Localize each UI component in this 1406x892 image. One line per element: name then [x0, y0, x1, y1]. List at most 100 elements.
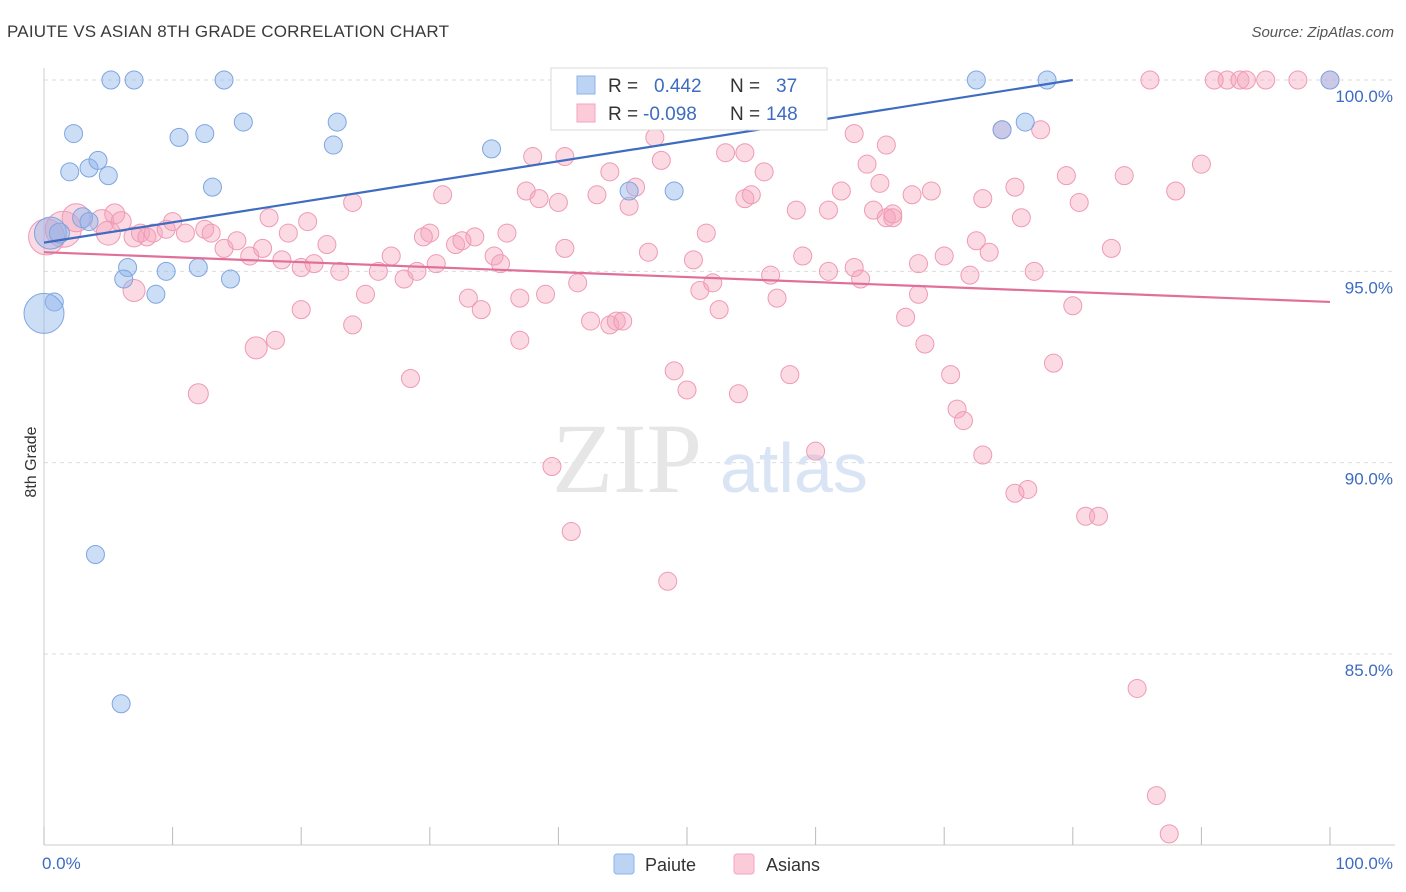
- data-point-asians: [484, 246, 504, 266]
- data-point-asians: [1089, 506, 1109, 526]
- data-point-asians: [908, 284, 928, 304]
- data-point-asians: [555, 147, 575, 167]
- data-point-asians: [1191, 154, 1211, 174]
- y-tick-label: 90.0%: [1345, 470, 1393, 489]
- data-point-asians: [767, 288, 787, 308]
- data-point-paiute: [1015, 112, 1035, 132]
- data-point-asians: [201, 223, 221, 243]
- data-point-asians: [728, 384, 748, 404]
- legend-n-value-asians: 148: [766, 104, 798, 125]
- trend-line-asians: [43, 251, 1331, 304]
- data-point-paiute: [482, 139, 502, 159]
- data-point-asians: [844, 258, 864, 278]
- data-point-asians: [259, 208, 279, 228]
- data-point-asians: [683, 250, 703, 270]
- data-point-asians: [381, 246, 401, 266]
- data-point-paiute: [98, 166, 118, 186]
- legend-r-value-asians: -0.098: [643, 104, 697, 125]
- bottom-legend-swatch-asians: [733, 853, 755, 875]
- watermark-atlas: atlas: [720, 429, 868, 507]
- data-point-paiute: [44, 292, 64, 312]
- bottom-legend-label-paiute: Paiute: [645, 855, 696, 875]
- data-point-asians: [966, 231, 986, 251]
- data-point-asians: [741, 185, 761, 205]
- data-point-asians: [291, 300, 311, 320]
- data-point-paiute: [64, 124, 84, 144]
- legend-n-label-paiute: N =: [730, 76, 760, 97]
- data-point-asians: [561, 522, 581, 542]
- data-point-asians: [278, 223, 298, 243]
- data-point-paiute: [992, 120, 1012, 140]
- data-point-asians: [433, 185, 453, 205]
- data-point-asians: [298, 212, 318, 232]
- data-point-asians: [870, 173, 890, 193]
- data-point-asians: [407, 261, 427, 281]
- data-point-asians: [227, 231, 247, 251]
- source-label: Source: ZipAtlas.com: [1251, 24, 1394, 41]
- bottom-legend-label-asians: Asians: [766, 855, 820, 875]
- data-point-paiute: [188, 258, 208, 278]
- data-point-asians: [581, 311, 601, 331]
- data-point-asians: [1044, 353, 1064, 373]
- data-point-asians: [619, 196, 639, 216]
- data-point-paiute: [195, 124, 215, 144]
- data-point-asians: [1166, 181, 1186, 201]
- data-point-asians: [458, 288, 478, 308]
- data-point-paiute: [60, 162, 80, 182]
- data-point-asians: [143, 223, 163, 243]
- data-point-asians: [1256, 70, 1276, 90]
- data-point-asians: [908, 254, 928, 274]
- y-tick-labels: 85.0% 90.0% 95.0% 100.0%: [1335, 87, 1393, 680]
- x-tick-label-end: 100.0%: [1335, 854, 1393, 873]
- data-point-paiute: [323, 135, 343, 155]
- data-point-asians: [265, 330, 285, 350]
- data-point-asians: [921, 181, 941, 201]
- data-point-paiute: [85, 545, 105, 565]
- data-point-asians: [818, 200, 838, 220]
- data-point-asians: [934, 246, 954, 266]
- data-point-asians: [1159, 824, 1179, 844]
- data-point-asians: [343, 315, 363, 335]
- data-point-paiute: [1037, 70, 1057, 90]
- data-point-asians: [651, 150, 671, 170]
- data-point-asians: [716, 143, 736, 163]
- data-point-paiute: [966, 70, 986, 90]
- data-point-asians: [883, 204, 903, 224]
- data-point-asians: [587, 185, 607, 205]
- data-point-asians: [1024, 261, 1044, 281]
- data-point-asians: [356, 284, 375, 304]
- data-point-asians: [330, 261, 350, 281]
- trend-lines: [43, 78, 1331, 304]
- series-paiute-points: [23, 70, 1340, 714]
- x-tick-labels: 0.0% 100.0%: [42, 854, 1393, 873]
- data-point-paiute: [169, 127, 189, 147]
- data-point-paiute: [101, 70, 121, 90]
- data-point-paiute: [664, 181, 684, 201]
- data-point-asians: [253, 238, 273, 258]
- data-point-asians: [452, 231, 472, 251]
- data-point-asians: [658, 571, 678, 591]
- data-point-asians: [696, 223, 716, 243]
- x-tick-label-start: 0.0%: [42, 854, 81, 873]
- stats-legend: R = 0.442 N = 37 R = -0.098 N = 148: [550, 67, 828, 131]
- data-point-asians: [979, 242, 999, 262]
- data-point-asians: [536, 284, 556, 304]
- data-point-asians: [600, 162, 620, 182]
- y-tick-label: 85.0%: [1345, 661, 1393, 680]
- data-point-asians: [953, 411, 973, 431]
- data-point-asians: [548, 192, 568, 212]
- data-point-asians: [941, 365, 961, 385]
- data-point-asians: [1069, 192, 1089, 212]
- data-point-asians: [735, 143, 755, 163]
- data-point-asians: [1146, 786, 1166, 806]
- data-point-asians: [947, 399, 967, 419]
- data-point-asians: [1031, 120, 1051, 140]
- legend-r-label-asians: R =: [608, 104, 638, 125]
- bottom-legend-swatch-paiute: [613, 853, 635, 875]
- data-point-asians: [1056, 166, 1076, 186]
- data-point-asians: [175, 223, 195, 243]
- data-point-paiute: [327, 112, 347, 132]
- legend-swatch-asians: [576, 103, 596, 123]
- data-point-asians: [510, 288, 530, 308]
